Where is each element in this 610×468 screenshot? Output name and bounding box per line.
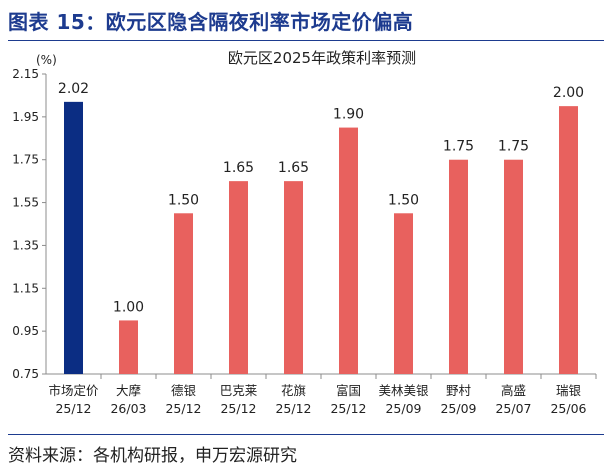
y-tick-label: 1.75 [12, 153, 39, 167]
x-tick-label: 市场定价 [48, 383, 99, 398]
bar [394, 213, 413, 374]
x-tick-label: 瑞银 [556, 383, 582, 398]
figure-title: 图表 15：欧元区隐含隔夜利率市场定价偏高 [8, 10, 414, 34]
x-tick-label: 花旗 [281, 383, 306, 398]
bar-value-label: 1.90 [333, 107, 364, 123]
source-rule [8, 434, 604, 435]
x-tick-labels: 市场定价 25/12 大摩 26/03 德银 25/12 巴克莱 25/12 花旗 25/12 富国… [48, 374, 597, 416]
x-tick-label-date: 25/12 [220, 401, 256, 416]
x-tick-label: 野村 [446, 383, 472, 398]
x-tick-label-date: 25/09 [385, 401, 421, 416]
x-tick-label-date: 25/09 [440, 401, 476, 416]
bar-value-label: 1.75 [443, 139, 474, 155]
bar-value-label: 2.00 [553, 85, 584, 101]
x-tick-label: 美林美银 [378, 383, 429, 398]
x-tick-label-date: 25/12 [275, 401, 311, 416]
bar-value-label: 2.02 [58, 81, 89, 97]
bar-value-label: 1.50 [388, 192, 419, 208]
bar [119, 320, 138, 374]
bar [229, 181, 248, 374]
bar [559, 106, 578, 375]
bar-value-label: 1.50 [168, 192, 199, 208]
y-tick-label: 1.55 [12, 196, 39, 210]
x-tick-label: 大摩 [116, 383, 142, 398]
chart-title: 欧元区2025年政策利率预测 [228, 49, 416, 67]
y-tick-label: 0.95 [12, 324, 39, 338]
x-tick-label: 富国 [336, 383, 361, 398]
x-tick-label-date: 25/07 [495, 401, 531, 416]
x-tick-label: 德银 [171, 383, 197, 398]
x-tick-label: 高盛 [501, 383, 526, 398]
bar [504, 159, 523, 374]
y-tick-label: 1.15 [12, 281, 39, 295]
y-ticks: 0.75 0.95 1.15 1.35 1.55 1.75 1.95 2.15 [12, 67, 46, 381]
bar [284, 181, 303, 374]
bar-value-label: 1.75 [498, 139, 529, 155]
bar [339, 127, 358, 374]
bar-value-label: 1.65 [223, 160, 254, 176]
bar-value-label: 1.65 [278, 160, 309, 176]
x-tick-label-date: 25/06 [550, 401, 586, 416]
bar [449, 159, 468, 374]
y-tick-label: 1.95 [12, 110, 39, 124]
bar-value-label: 1.00 [113, 299, 144, 315]
y-tick-label: 0.75 [12, 367, 39, 381]
bar-chart: 欧元区2025年政策利率预测 (%) 0.75 0.95 1.15 1.35 1.55 1… [12, 49, 597, 416]
x-tick-label-date: 25/12 [330, 401, 366, 416]
x-tick-label-date: 25/12 [55, 401, 91, 416]
x-tick-label-date: 26/03 [110, 401, 146, 416]
value-labels: 2.02 1.00 1.50 1.65 1.65 1.90 1.50 1.75 1.75 2.00 [58, 81, 584, 316]
bar [174, 213, 193, 374]
bar [64, 101, 83, 374]
x-tick-label: 巴克莱 [220, 383, 258, 398]
title-rule [8, 40, 604, 41]
source-note: 资料来源：各机构研报，申万宏源研究 [8, 446, 297, 466]
y-axis-unit: (%) [36, 53, 57, 67]
y-tick-label: 1.35 [12, 238, 39, 252]
bars [64, 101, 578, 375]
y-tick-label: 2.15 [12, 67, 39, 81]
x-tick-label-date: 25/12 [165, 401, 201, 416]
